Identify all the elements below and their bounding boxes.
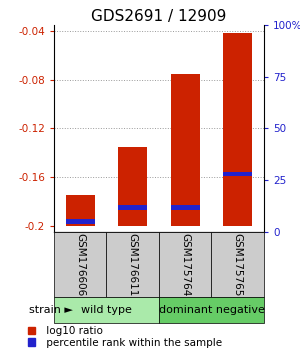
Bar xyxy=(118,147,147,226)
Text: GSM176611: GSM176611 xyxy=(128,233,138,296)
Bar xyxy=(171,74,200,226)
Bar xyxy=(66,195,95,226)
Bar xyxy=(171,205,200,210)
Bar xyxy=(223,172,252,176)
Text: GSM176606: GSM176606 xyxy=(75,233,85,296)
Bar xyxy=(159,232,211,297)
Bar xyxy=(54,232,106,297)
Text: GSM175765: GSM175765 xyxy=(233,233,243,296)
Bar xyxy=(223,33,252,226)
Text: dominant negative: dominant negative xyxy=(159,305,264,315)
Text: wild type: wild type xyxy=(81,305,132,315)
Title: GDS2691 / 12909: GDS2691 / 12909 xyxy=(91,8,227,24)
Bar xyxy=(106,232,159,297)
Bar xyxy=(54,297,159,323)
Text: strain ►: strain ► xyxy=(29,305,73,315)
Bar xyxy=(212,232,264,297)
Bar xyxy=(66,219,95,224)
Bar xyxy=(118,205,147,210)
Legend:  log10 ratio,  percentile rank within the sample: log10 ratio, percentile rank within the … xyxy=(28,326,223,348)
Text: GSM175764: GSM175764 xyxy=(180,233,190,296)
Bar xyxy=(159,297,264,323)
